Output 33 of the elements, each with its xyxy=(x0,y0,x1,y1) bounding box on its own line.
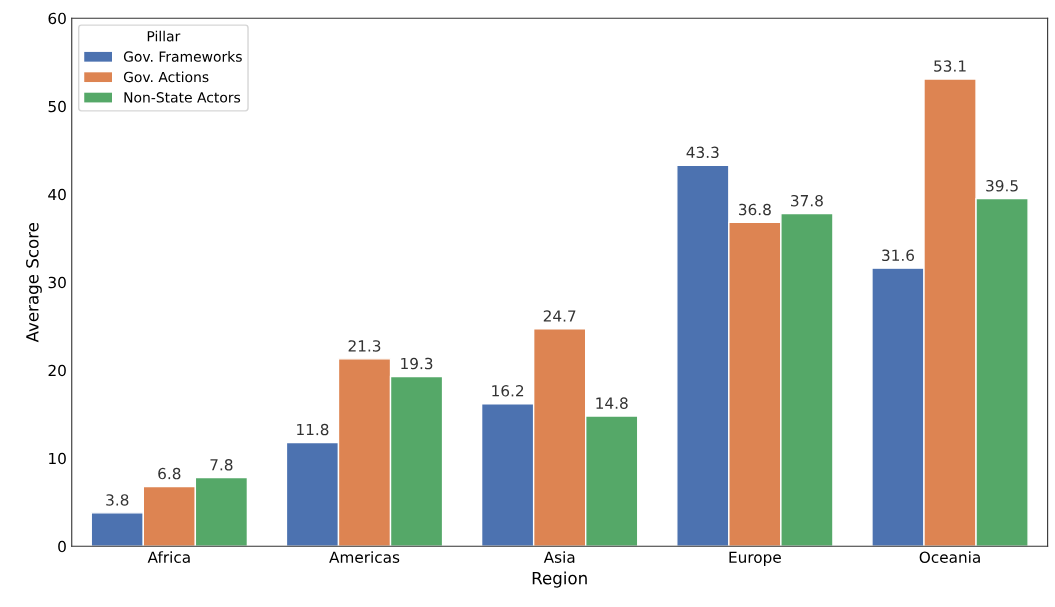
legend-title: Pillar xyxy=(147,30,181,42)
y-tick-label: 30 xyxy=(48,276,66,289)
data-label: 31.6 xyxy=(882,249,915,262)
data-label: 7.8 xyxy=(210,458,233,471)
data-label: 39.5 xyxy=(986,179,1018,192)
data-label: 11.8 xyxy=(297,423,329,436)
data-label: 53.1 xyxy=(934,60,966,72)
data-label: 43.3 xyxy=(686,146,719,159)
x-tick-label: Oceania xyxy=(919,551,980,563)
data-label: 21.3 xyxy=(348,340,381,352)
data-label: 24.7 xyxy=(543,310,576,322)
legend-label: Gov. Frameworks xyxy=(123,51,242,62)
x-axis-title: Region xyxy=(532,571,587,588)
y-tick-label: 20 xyxy=(48,364,66,377)
x-tick-label: Americas xyxy=(329,551,400,563)
data-label: 16.2 xyxy=(492,385,524,397)
legend-label: Non-State Actors xyxy=(124,92,241,103)
data-label: 14.8 xyxy=(596,397,628,409)
x-tick-label: Europe xyxy=(729,551,781,566)
x-tick-label: Africa xyxy=(147,551,190,563)
y-axis-title: Average Score xyxy=(26,222,42,343)
y-tick-label: 10 xyxy=(49,452,66,465)
x-tick-label: Asia xyxy=(543,551,575,563)
y-tick-label: 0 xyxy=(58,540,66,553)
legend-label: Gov. Actions xyxy=(123,71,209,83)
data-label: 6.8 xyxy=(158,467,181,480)
y-tick-label: 50 xyxy=(48,100,66,113)
data-label: 36.8 xyxy=(739,203,771,216)
data-label: 37.8 xyxy=(791,194,823,207)
data-label: 3.8 xyxy=(106,494,129,506)
y-tick-label: 40 xyxy=(48,188,66,201)
data-label: 19.3 xyxy=(401,357,433,370)
y-tick-label: 60 xyxy=(48,12,66,25)
